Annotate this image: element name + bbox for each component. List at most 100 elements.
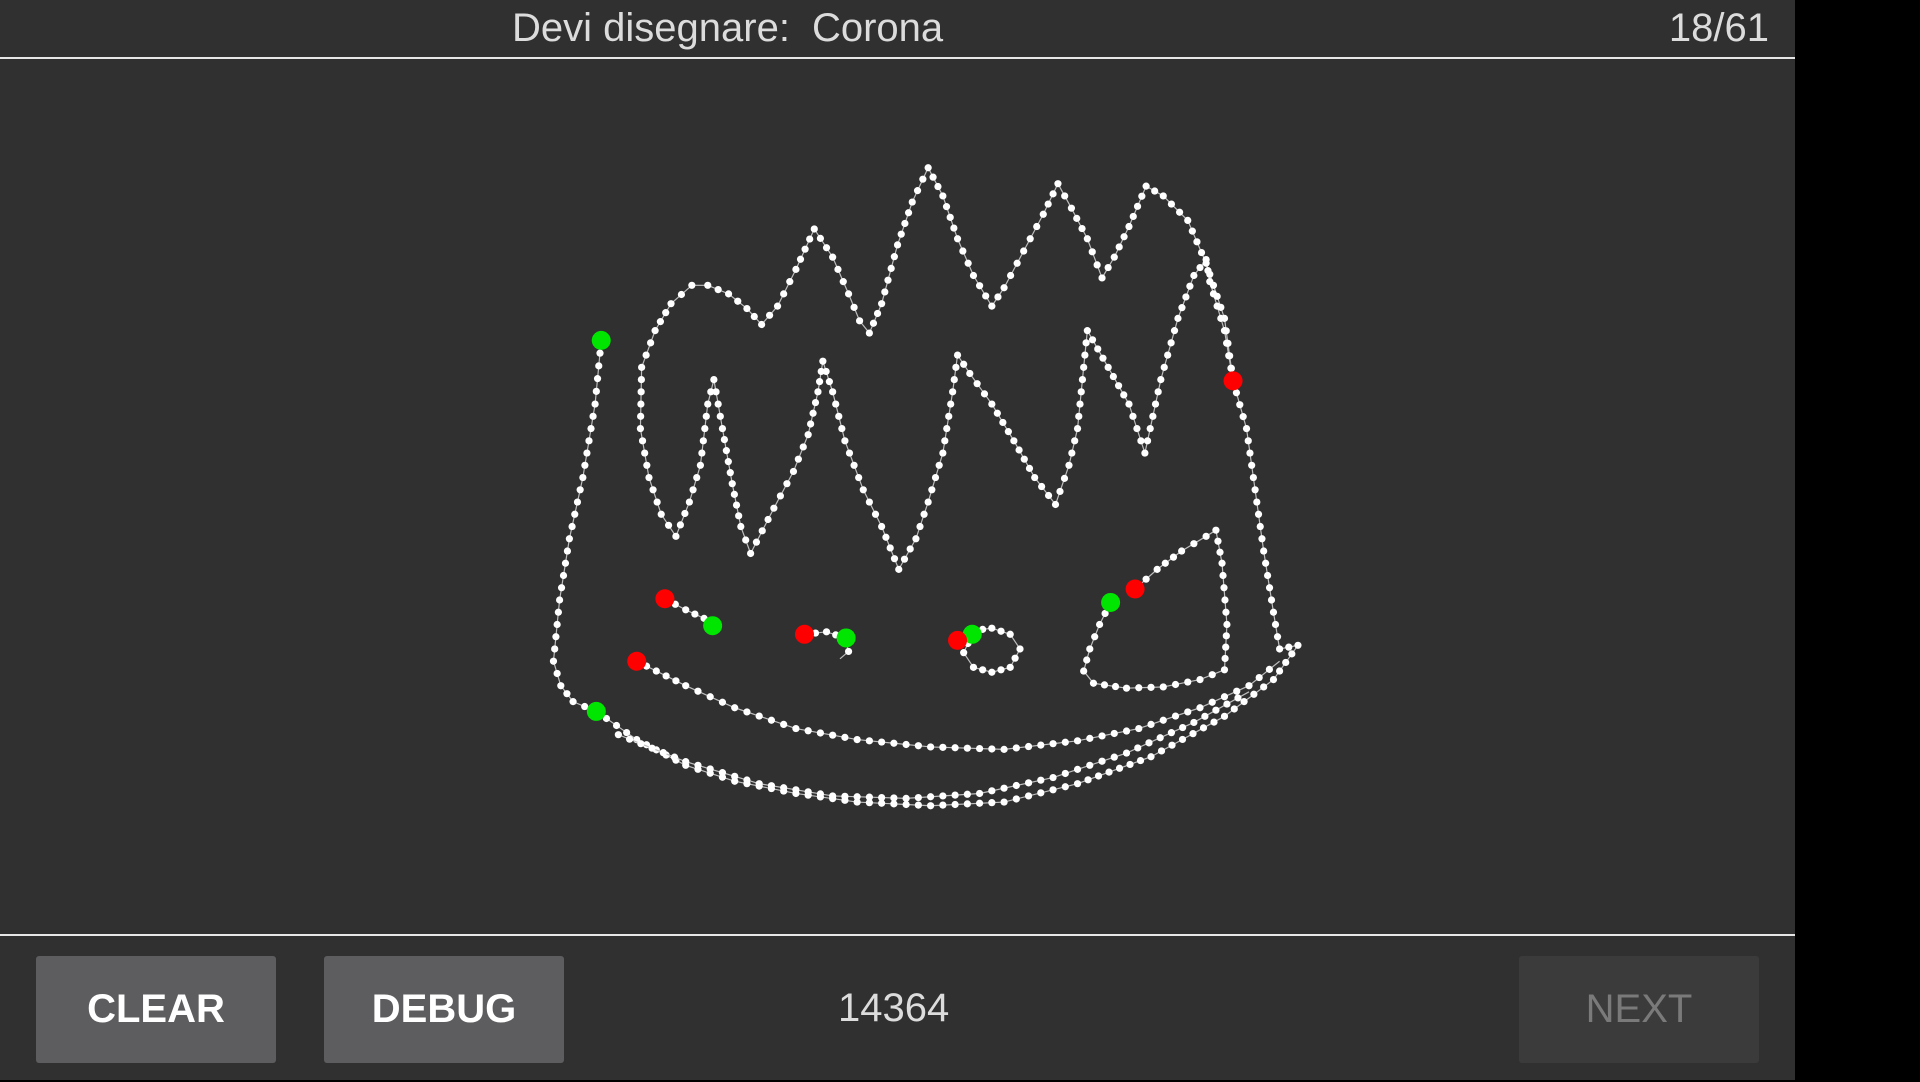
stroke-point xyxy=(710,375,718,384)
stroke-point xyxy=(993,409,1001,417)
stroke-point xyxy=(1269,675,1278,684)
stroke-point xyxy=(1012,744,1020,752)
stroke-point xyxy=(878,793,886,802)
stroke-point xyxy=(1000,745,1008,753)
stroke-point xyxy=(591,400,599,408)
stroke-point xyxy=(682,758,690,766)
stroke-point xyxy=(1233,687,1241,695)
stroke-point xyxy=(1065,461,1073,469)
stroke-point xyxy=(890,253,898,261)
stroke-point xyxy=(1073,780,1082,788)
prompt: Devi disegnare: Corona xyxy=(512,6,943,51)
stroke-point xyxy=(902,740,910,749)
stroke-point xyxy=(1168,741,1176,749)
stroke-point xyxy=(950,224,958,232)
stroke-point xyxy=(966,369,974,378)
stroke-point xyxy=(1091,633,1099,641)
stroke-point xyxy=(1202,532,1210,540)
stroke-point xyxy=(1095,620,1104,629)
stroke-point xyxy=(1190,540,1198,548)
stroke-point xyxy=(1076,400,1084,408)
stroke-point xyxy=(587,424,595,433)
stroke-point xyxy=(997,666,1005,674)
stroke-point xyxy=(1094,345,1102,353)
stroke-point xyxy=(1258,535,1266,543)
stroke-point xyxy=(988,787,996,795)
stroke-point xyxy=(1157,375,1165,384)
stroke-point xyxy=(732,501,741,509)
stroke-point xyxy=(555,596,564,604)
stroke-point xyxy=(1230,705,1238,713)
stroke-point xyxy=(750,312,758,321)
stroke-point xyxy=(841,733,849,741)
stroke-point xyxy=(1250,690,1258,698)
stroke-point xyxy=(1104,363,1112,371)
clear-button[interactable]: CLEAR xyxy=(36,956,276,1063)
stroke-point xyxy=(1271,620,1280,629)
stroke-point xyxy=(908,198,916,206)
stroke-point xyxy=(1157,747,1166,755)
stroke-point xyxy=(914,793,922,802)
stroke-point xyxy=(595,362,603,370)
stroke-point xyxy=(1222,608,1230,616)
stroke-point xyxy=(1246,449,1254,457)
drawing-canvas[interactable] xyxy=(0,59,1795,934)
stroke-point xyxy=(612,721,621,730)
stroke-point xyxy=(1033,222,1041,231)
stroke-point xyxy=(718,424,727,433)
stroke-point xyxy=(1218,559,1226,567)
stroke-point xyxy=(1282,658,1290,667)
stroke-end-marker xyxy=(794,624,814,644)
stroke-point xyxy=(1164,351,1172,359)
stroke-point xyxy=(647,339,655,347)
stroke-point xyxy=(770,504,778,512)
stroke-point xyxy=(573,498,582,506)
stroke-point xyxy=(1067,204,1076,212)
next-button[interactable]: NEXT xyxy=(1519,956,1759,1063)
stroke-point xyxy=(1212,526,1220,534)
stroke-point xyxy=(636,424,645,433)
stroke-end-marker xyxy=(1223,371,1243,391)
stroke-point xyxy=(1089,679,1098,687)
stroke-point xyxy=(878,799,886,807)
stroke-point xyxy=(1265,665,1273,673)
stroke-point xyxy=(1201,712,1209,720)
stroke-point xyxy=(816,234,825,242)
stroke-point xyxy=(865,799,873,807)
stroke-point xyxy=(672,532,680,540)
stroke-point xyxy=(553,669,561,678)
stroke-point xyxy=(670,753,679,761)
stroke-point xyxy=(1249,473,1257,482)
drawing-svg xyxy=(549,164,1302,810)
debug-button[interactable]: DEBUG xyxy=(324,956,564,1063)
stroke-point xyxy=(1167,200,1176,208)
stroke-point xyxy=(1078,375,1087,384)
stroke-point xyxy=(568,522,576,531)
stroke-point xyxy=(1161,559,1169,567)
stroke-point xyxy=(1242,424,1251,433)
stroke-point xyxy=(1114,382,1123,390)
stroke-point xyxy=(902,794,910,802)
stroke-point xyxy=(919,175,927,183)
stroke-point xyxy=(1024,792,1033,800)
stroke-point xyxy=(1146,424,1154,433)
stroke-point xyxy=(1111,682,1120,691)
stroke-point xyxy=(1253,498,1261,506)
stroke-point xyxy=(960,360,968,368)
stroke-point xyxy=(731,772,739,780)
stroke-point xyxy=(878,738,886,746)
stroke-point xyxy=(651,327,659,335)
stroke-point xyxy=(1265,584,1274,592)
stroke-point xyxy=(1179,723,1187,732)
stroke-point xyxy=(1084,776,1092,784)
stroke-point xyxy=(589,412,597,420)
stroke-point xyxy=(1232,389,1241,397)
stroke-point xyxy=(815,378,824,386)
stroke-point xyxy=(731,704,739,712)
stroke-point xyxy=(726,469,734,477)
stroke-point xyxy=(1080,363,1088,371)
stroke-point xyxy=(702,412,710,420)
stroke-point xyxy=(928,486,936,494)
stroke-point xyxy=(1073,214,1081,222)
stroke-point xyxy=(792,265,800,273)
